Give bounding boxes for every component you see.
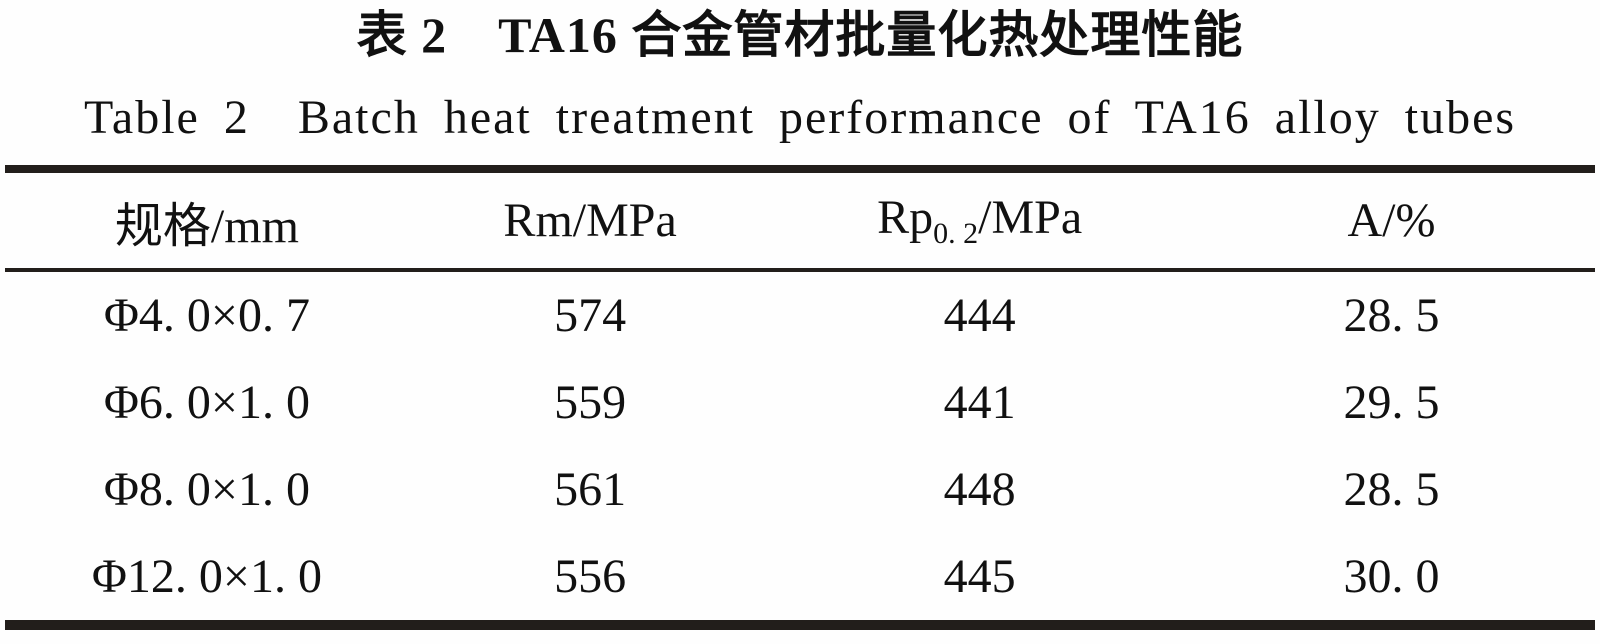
cell-rp02: 441 [943,376,1016,429]
cell-rm: 559 [554,376,627,429]
table-row: Φ6. 0×1. 0 559 441 29. 5 [5,359,1595,446]
cell-rm: 556 [554,550,627,603]
cell-a: 28. 5 [1343,463,1440,516]
table-row: Φ8. 0×1. 0 561 448 28. 5 [5,446,1595,533]
col-header-a: A/% [1187,169,1595,272]
cell-spec: Φ4. 0×0. 7 [103,289,310,342]
rp-unit: /MPa [978,191,1083,244]
data-table: 规格/mm Rm/MPa Rp0. 2/MPa A/% Φ4. 0×0. 7 5… [5,165,1595,630]
cell-rp02: 445 [943,550,1016,603]
cell-rp02: 448 [943,463,1016,516]
col-header-spec: 规格/mm [5,169,409,272]
header-row: 规格/mm Rm/MPa Rp0. 2/MPa A/% [5,169,1595,272]
table-title-chinese: 表 2 TA16 合金管材批量化热处理性能 [356,7,1244,63]
cell-a: 30. 0 [1343,550,1440,603]
table-row: Φ4. 0×0. 7 574 444 28. 5 [5,270,1595,359]
cell-rm: 561 [554,463,627,516]
cell-rm: 574 [554,289,627,342]
cell-spec: Φ12. 0×1. 0 [91,550,322,603]
rp-subscript: 0. 2 [933,217,979,250]
rp-base: Rp [877,191,934,244]
table-title-english: Table 2 Batch heat treatment performance… [83,91,1517,144]
col-header-rm: Rm/MPa [408,169,772,272]
col-header-rp02: Rp0. 2/MPa [771,169,1188,272]
cell-a: 28. 5 [1343,289,1440,342]
cell-a: 29. 5 [1343,376,1440,429]
cell-spec: Φ8. 0×1. 0 [103,463,310,516]
cell-rp02: 444 [943,289,1016,342]
cell-spec: Φ6. 0×1. 0 [103,376,310,429]
table-row: Φ12. 0×1. 0 556 445 30. 0 [5,533,1595,625]
